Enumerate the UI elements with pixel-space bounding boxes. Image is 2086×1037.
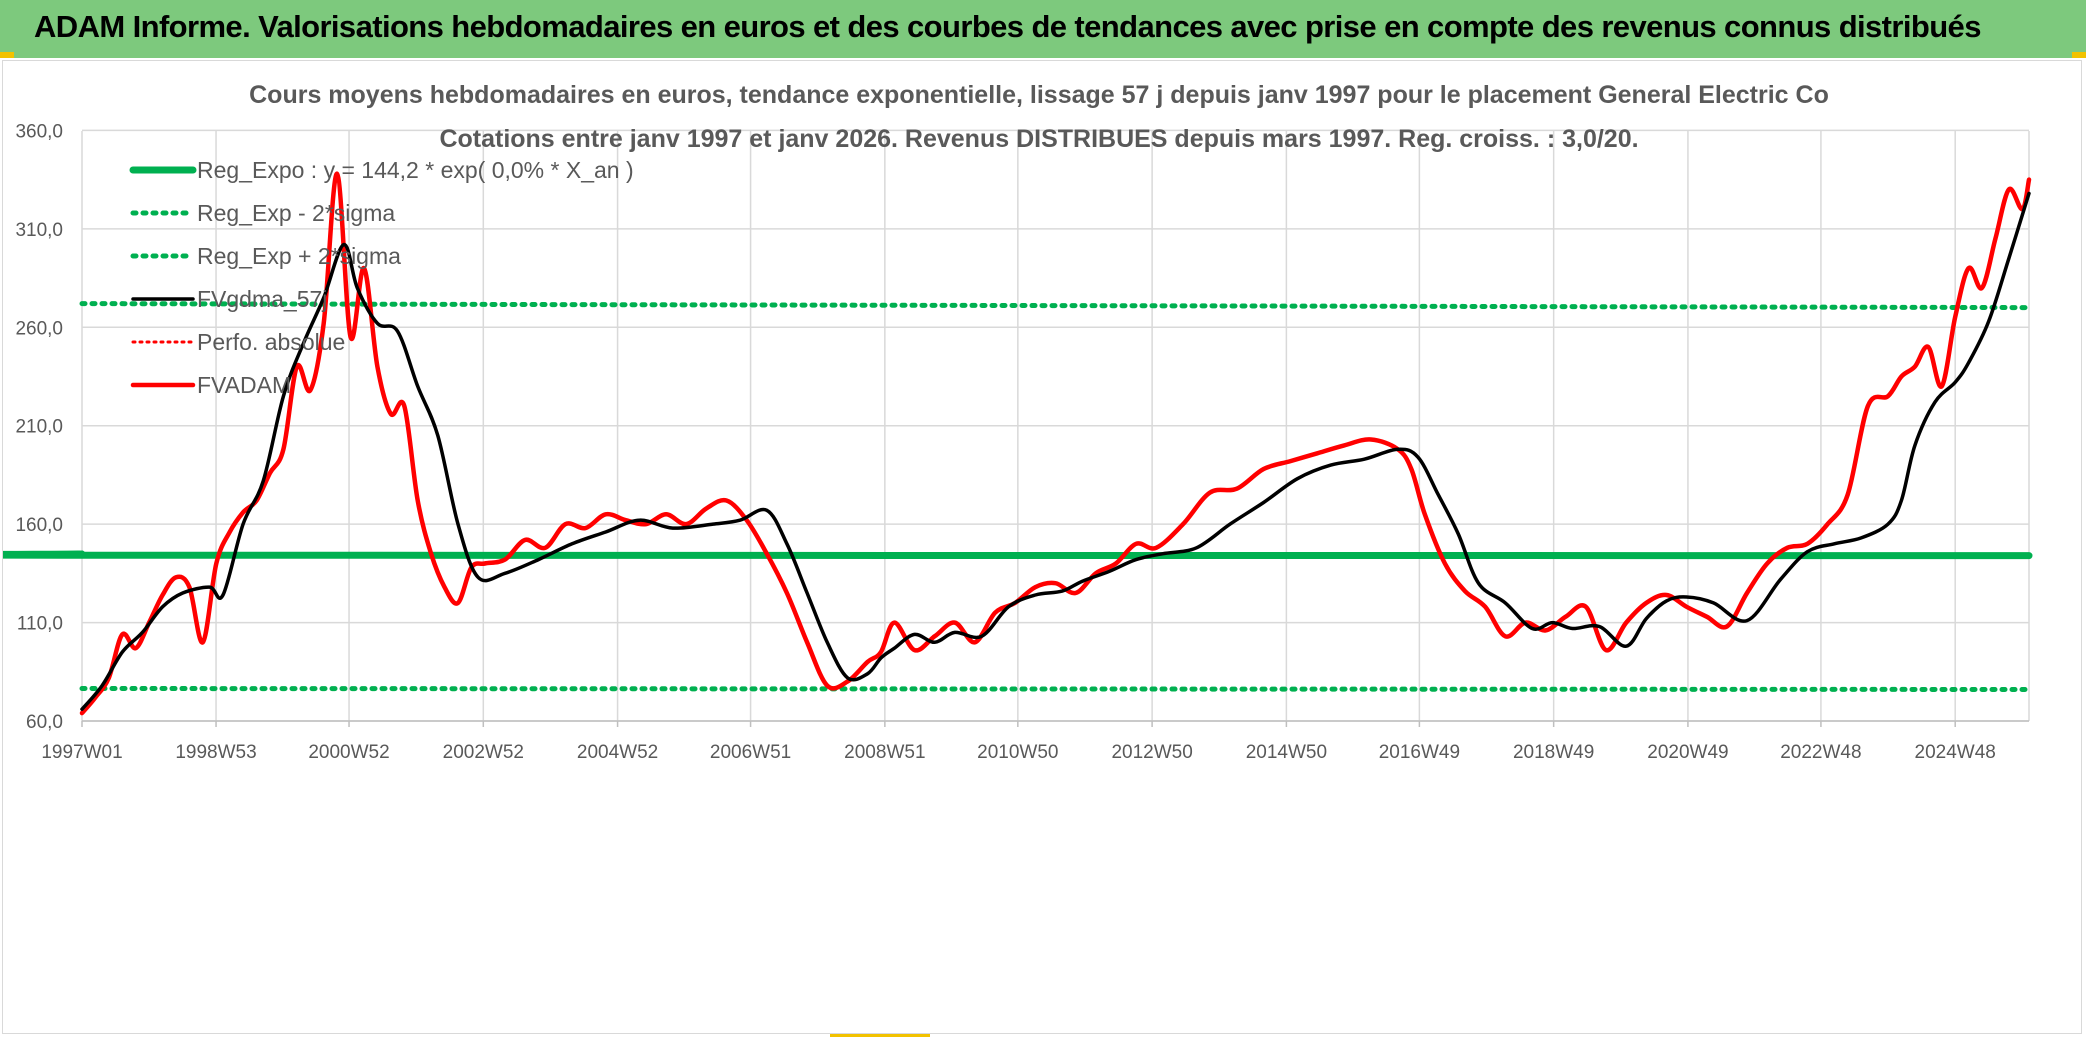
axes: 60,0 110,0 160,0 210,0 260,0 310,0 360,0 1997W0… <box>15 121 2029 763</box>
x-tick-label: 2002W52 <box>443 742 524 763</box>
x-tick-label: 2008W51 <box>844 742 925 763</box>
x-tick-label: 2018W49 <box>1513 742 1594 763</box>
x-tick-label: 2000W52 <box>308 742 389 763</box>
x-tick-label: 1997W01 <box>41 742 122 763</box>
x-tick-label: 1998W53 <box>175 742 256 763</box>
chart-title: Cours moyens hebdomadaires en euros, ten… <box>249 81 1829 109</box>
y-tick-label: 260,0 <box>15 318 63 339</box>
x-tick-label: 2022W48 <box>1780 742 1861 763</box>
y-tick-label: 160,0 <box>15 515 63 536</box>
legend-label: Reg_Exp - 2*sigma <box>197 200 395 226</box>
title-banner: ADAM Informe. Valorisations hebdomadaire… <box>0 0 2086 58</box>
price-chart: Cours moyens hebdomadaires en euros, ten… <box>3 81 2033 763</box>
legend-label: FVADAM <box>197 372 291 398</box>
y-tick-label: 310,0 <box>15 220 63 241</box>
fvadam-line <box>79 171 2032 716</box>
x-tick-label: 2020W49 <box>1647 742 1728 763</box>
legend-label: Reg_Exp + 2*sigma <box>197 243 401 269</box>
chart-subtitle: Cotations entre janv 1997 et janv 2026. … <box>439 125 1638 153</box>
y-tick-label: 110,0 <box>17 614 63 635</box>
legend-label: FVgdma_57j <box>197 286 327 312</box>
y-tick-label: 360,0 <box>15 121 63 142</box>
corner-mark-bottom <box>830 1031 930 1037</box>
x-tick-label: 2012W50 <box>1111 742 1192 763</box>
x-tick-label: 2016W49 <box>1379 742 1460 763</box>
legend-label: Reg_Expo : y = 144,2 * exp( 0,0% * X_an … <box>197 157 634 183</box>
report-title: ADAM Informe. Valorisations hebdomadaire… <box>34 9 1981 44</box>
fvgdma-57j-line <box>80 191 2031 711</box>
reg-expo-line <box>3 550 2033 560</box>
x-tick-label: 2014W50 <box>1246 742 1327 763</box>
x-tick-label: 2010W50 <box>977 742 1058 763</box>
grid <box>81 129 2030 722</box>
series-layer <box>3 171 2033 716</box>
chart-area: Cours moyens hebdomadaires en euros, ten… <box>2 60 2082 1034</box>
y-tick-label: 60,0 <box>26 712 63 733</box>
legend: Reg_Expo : y = 144,2 * exp( 0,0% * X_an … <box>129 157 634 398</box>
legend-label: Perfo. absolue <box>197 329 345 355</box>
reg-exp-plus-2sigma-line <box>79 301 2032 311</box>
x-tick-label: 2004W52 <box>577 742 658 763</box>
corner-mark-right <box>2072 52 2086 58</box>
corner-mark-left <box>0 52 14 58</box>
x-tick-label: 2006W51 <box>710 742 791 763</box>
reg-exp-minus-2sigma-line <box>79 686 2032 692</box>
x-tick-label: 2024W48 <box>1915 742 1996 763</box>
y-tick-label: 210,0 <box>15 417 63 438</box>
